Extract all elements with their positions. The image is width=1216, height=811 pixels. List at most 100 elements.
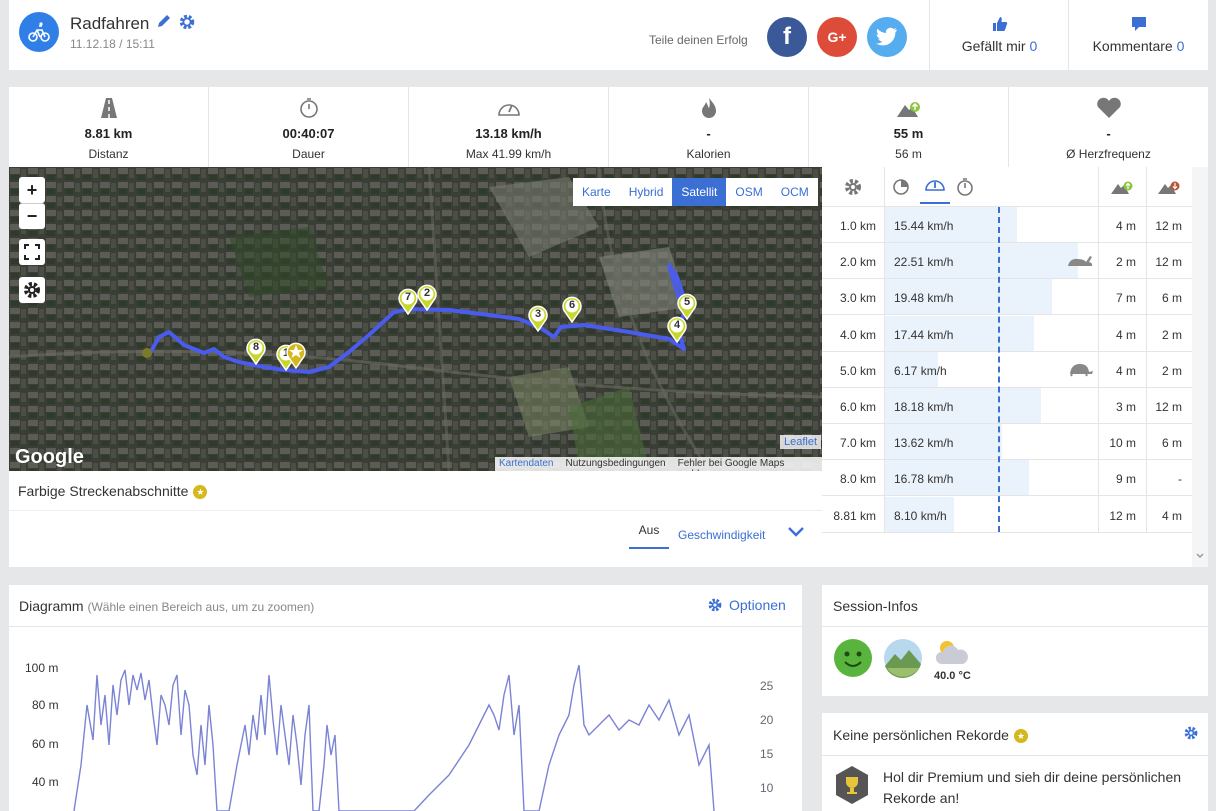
split-row: 8.81 km 8.10 km/h 12 m 4 m	[822, 496, 1192, 533]
diagram-hint: (Wähle einen Bereich aus, um zu zoomen)	[87, 600, 315, 614]
col-divider	[884, 167, 885, 532]
edit-pencil-icon[interactable]	[156, 13, 172, 34]
split-km: 7.0 km	[839, 436, 876, 451]
y-left-tick: 40 m	[32, 775, 59, 789]
comments-button[interactable]: Kommentare 0	[1068, 0, 1208, 70]
route-marker-8[interactable]: 8	[245, 337, 267, 366]
tab-karte[interactable]: Karte	[573, 178, 620, 206]
tab-ocm[interactable]: OCM	[771, 178, 818, 206]
speedometer-icon	[409, 97, 608, 121]
split-row: 3.0 km 19.48 km/h 7 m 6 m	[822, 279, 1192, 316]
tab-satellit[interactable]: Satellit	[672, 178, 727, 206]
split-speed: 13.62 km/h	[894, 436, 954, 451]
segments-speed-tab[interactable]: Geschwindigkeit	[678, 528, 766, 542]
ascent-header-icon	[1110, 178, 1134, 201]
session-info-card: Session-Infos 40.0 °C	[822, 585, 1208, 696]
chevron-down-icon[interactable]	[787, 525, 805, 544]
zoom-in-button[interactable]: +	[19, 177, 45, 203]
stat-distance: 8.81 km Distanz	[9, 87, 209, 167]
speed-tab-speedometer-icon[interactable]	[920, 175, 950, 204]
elevation-up-icon	[809, 97, 1008, 121]
route-marker-3[interactable]: 3	[527, 304, 549, 333]
splits-settings-gear-icon[interactable]	[843, 177, 863, 202]
stat-label: Dauer	[292, 147, 325, 161]
map-settings-button[interactable]	[19, 277, 45, 303]
leaflet-link[interactable]: Leaflet	[780, 435, 822, 449]
speed-bar	[885, 424, 1002, 460]
activity-title: Radfahren	[70, 14, 150, 33]
split-descent: -	[1178, 472, 1182, 487]
pace-tab-icon[interactable]	[892, 178, 910, 201]
stat-label: Kalorien	[686, 147, 731, 161]
split-km: 8.81 km	[833, 508, 876, 523]
speed-bar	[885, 243, 1078, 279]
split-speed: 16.78 km/h	[894, 472, 954, 487]
route-marker-4[interactable]: 4	[666, 315, 688, 344]
facebook-share-button[interactable]: f	[767, 17, 807, 57]
route-marker-2[interactable]: 2	[416, 283, 438, 312]
segments-title: Farbige Streckenabschnitte ★	[18, 483, 208, 499]
stat-value: 8.81 km	[84, 126, 133, 141]
tab-osm[interactable]: OSM	[726, 178, 772, 206]
terms-link[interactable]: Nutzungsbedingungen	[565, 458, 666, 469]
speed-elevation-plot[interactable]	[69, 645, 749, 811]
twitter-icon	[876, 27, 898, 46]
split-row: 5.0 km 6.17 km/h 4 m 2 m	[822, 351, 1192, 388]
zoom-out-button[interactable]: −	[19, 203, 45, 229]
descent-header-icon	[1157, 178, 1181, 201]
route-marker-6[interactable]: 6	[561, 295, 583, 324]
speed-bar	[885, 279, 1052, 315]
split-row: 7.0 km 13.62 km/h 10 m 6 m	[822, 424, 1192, 461]
split-descent: 6 m	[1161, 436, 1182, 451]
diagram-title: Diagramm (Wähle einen Bereich aus, um zu…	[19, 598, 314, 614]
google-plus-share-button[interactable]: G+	[817, 17, 857, 57]
finish-star-marker[interactable]	[285, 341, 307, 374]
y-right-tick: 10	[760, 781, 774, 795]
gear-icon	[24, 282, 40, 298]
split-km: 4.0 km	[839, 327, 876, 342]
twitter-share-button[interactable]	[867, 17, 907, 57]
fullscreen-button[interactable]	[19, 239, 45, 265]
route-marker-7[interactable]: 7	[397, 287, 419, 316]
split-ascent: 10 m	[1109, 436, 1136, 451]
segments-off-tab[interactable]: Aus	[629, 523, 669, 549]
stat-value: 00:40:07	[282, 126, 335, 141]
split-km: 1.0 km	[839, 219, 876, 233]
split-row: 8.0 km 16.78 km/h 9 m -	[822, 460, 1192, 497]
stat-duration: 00:40:07 Dauer	[209, 87, 409, 167]
comment-bubble-icon	[1069, 16, 1208, 32]
comments-label: Kommentare	[1092, 38, 1173, 54]
stat-calories: - Kalorien	[609, 87, 809, 167]
session-title: Session-Infos	[833, 598, 918, 614]
segments-title-text: Farbige Streckenabschnitte	[18, 483, 189, 499]
stat-value: -	[706, 126, 711, 141]
stat-value: -	[1106, 126, 1111, 141]
splits-scrollbar[interactable]	[1192, 167, 1208, 567]
y-right-tick: 20	[760, 713, 774, 727]
average-speed-line	[998, 207, 1000, 532]
split-descent: 4 m	[1161, 508, 1182, 523]
rabbit-icon	[1068, 256, 1093, 267]
duration-tab-stopwatch-icon[interactable]	[956, 178, 974, 201]
report-error-link[interactable]: Fehler bei Google Maps melden	[677, 458, 785, 471]
kartendaten-link[interactable]: Kartendaten	[499, 458, 554, 469]
temperature-value: 40.0 °C	[934, 670, 971, 682]
like-button[interactable]: Gefällt mir 0	[929, 0, 1069, 70]
premium-star-icon: ★	[193, 485, 208, 499]
splits-header	[822, 167, 1208, 207]
settings-gear-icon[interactable]	[178, 13, 196, 36]
split-ascent: 4 m	[1115, 219, 1136, 233]
gear-icon	[708, 598, 722, 612]
stats-bar: 8.81 km Distanz 00:40:07 Dauer 13.18 km/…	[9, 87, 1208, 167]
stat-elevation: 55 m 56 m	[809, 87, 1009, 167]
split-ascent: 4 m	[1115, 363, 1136, 378]
records-gear-icon[interactable]	[1183, 725, 1199, 746]
tab-hybrid[interactable]: Hybrid	[619, 178, 673, 206]
diagram-options-button[interactable]: Optionen	[707, 597, 786, 613]
route-marker-5[interactable]: 5	[676, 292, 698, 321]
stat-label: 56 m	[895, 147, 922, 161]
records-title: Keine persönlichen Rekorde ★	[833, 727, 1028, 743]
terrain-landscape-icon	[883, 638, 923, 683]
split-ascent: 9 m	[1115, 472, 1136, 487]
